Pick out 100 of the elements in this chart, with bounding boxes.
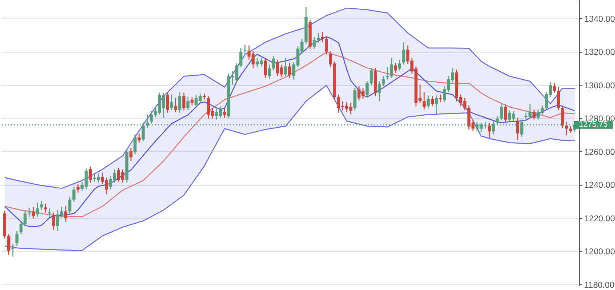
candlestick [264,58,268,79]
candlestick [52,212,56,231]
candlestick [198,93,202,104]
candlestick [374,68,378,97]
candlestick [468,105,471,130]
y-tick-label: 1240.00 [584,180,615,190]
y-tick-label: 1180.00 [584,280,615,290]
candlestick [236,62,239,83]
candlestick [150,110,154,124]
ref-line-label: 1275.75 [579,120,609,130]
candlestick [166,92,170,114]
candlestick [350,102,353,116]
candlestick [358,86,361,102]
candlestick [464,98,467,112]
candlestick [390,58,394,79]
candlestick [158,92,162,116]
candlestick [508,110,512,123]
candlestick [394,62,398,74]
candlestick [316,32,320,44]
candlestick [370,68,373,86]
y-tick-label: 1340.00 [584,14,615,24]
candlestick [174,98,178,113]
candlestick [36,202,40,218]
line-series [4,85,576,252]
candlestick [280,64,284,78]
candlestick [178,92,182,114]
candlestick [240,48,243,68]
candlestick [540,105,544,116]
candlestick [244,44,247,55]
candlestick [512,110,516,122]
candlestick [117,167,121,183]
y-tick-label: 1320.00 [584,47,615,58]
candlestick [284,58,288,77]
candlestick [354,88,357,112]
candlestick [500,104,504,122]
candlestick [516,118,520,142]
candlestick [122,169,125,184]
candlestick [272,56,276,72]
candlestick [170,94,174,112]
line-series [4,8,576,190]
candlestick [109,176,112,190]
candlestick [68,196,72,214]
candlestick [12,244,15,258]
candlestick [565,122,568,136]
candlestick [32,206,35,220]
candlestick [532,109,536,120]
y-tick-label: 1300.00 [584,80,615,90]
candlestick [386,66,390,80]
candlestick [382,76,386,87]
candlestick [207,96,210,120]
candlestick [105,177,108,196]
candlestick [398,59,402,72]
candlestick [219,106,222,119]
candlestick [64,206,68,222]
candlestick [48,208,52,218]
candlestick [113,169,116,184]
candlestick [97,173,100,184]
candlestick [337,94,340,114]
candlestick [520,119,524,138]
y-tick-label: 1220.00 [584,213,615,224]
candlestick [276,59,280,77]
candlestick [138,133,141,144]
candlestick [88,166,92,184]
candlestick [3,210,6,240]
candlestick [362,88,365,100]
candlestick [426,95,430,109]
candlestick [528,103,532,120]
candlestick [252,51,255,69]
candlestick [28,207,31,218]
candlestick [341,100,344,112]
candlestick [134,134,137,156]
candlestick [223,108,226,119]
candlestick [561,106,564,129]
candlestick [182,92,186,112]
candlestick [142,122,145,142]
candlestick [325,36,328,56]
candlestick [536,109,540,120]
y-tick-label: 1260.00 [584,146,615,157]
candlestick [162,92,166,119]
candlestick [402,42,406,66]
candlestick [24,210,27,227]
candlestick [557,86,560,112]
candlestick [8,234,11,256]
candlestick [488,122,492,139]
candlestick [248,45,251,60]
candlestick [492,120,496,136]
y-tick-label: 1200.00 [584,246,615,257]
candlestick [345,102,349,113]
candlestick [435,95,438,116]
candlestick [366,80,369,98]
candlestick [16,230,19,247]
candlestick [194,94,198,108]
candlestick [256,58,259,68]
candlestick [268,64,272,80]
candlestick [44,203,48,214]
candlestick [84,168,88,190]
candlestick [40,200,44,211]
candlestick [288,62,292,79]
candlestick [56,210,60,232]
candlestick [553,82,556,94]
